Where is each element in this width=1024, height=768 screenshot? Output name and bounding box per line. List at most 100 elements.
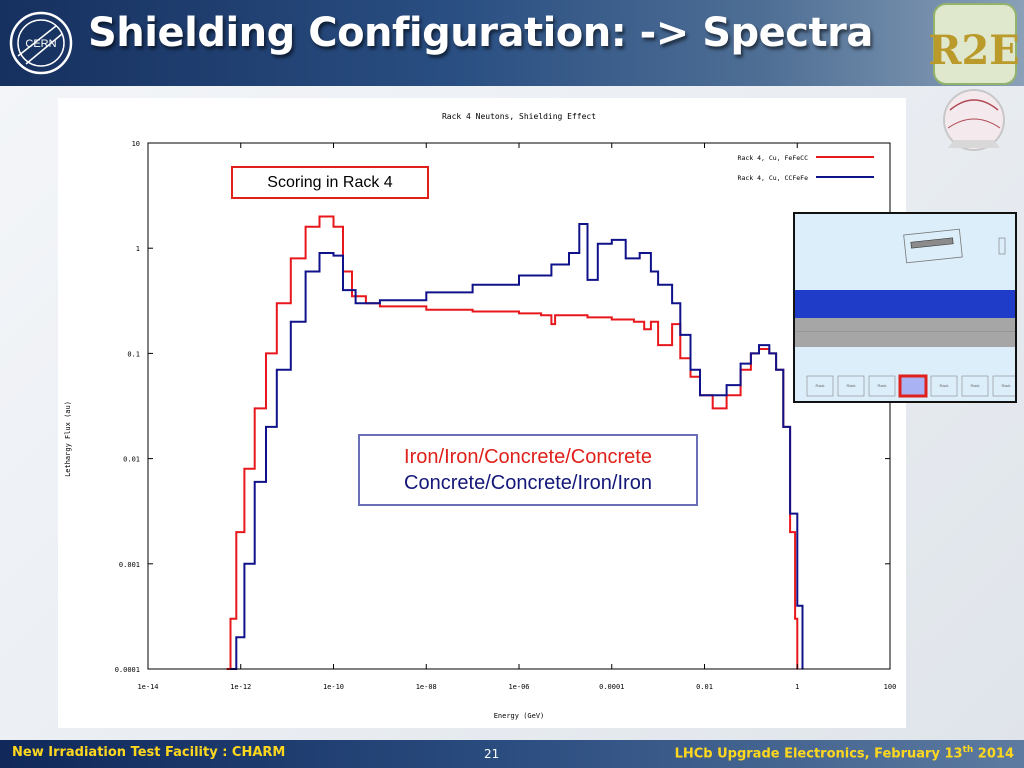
series-point: [610, 239, 613, 241]
y-tick-label: 0.1: [127, 350, 140, 358]
rack-box: [992, 375, 1015, 397]
series-point: [657, 344, 659, 346]
series-point: [586, 316, 589, 319]
series-point: [711, 407, 714, 410]
rack-label: Rack: [939, 383, 948, 388]
series-point: [650, 320, 652, 323]
grey-shield-band-1: [795, 318, 1015, 332]
footer-right-suffix: 2014: [973, 746, 1014, 762]
series-point: [699, 394, 701, 397]
series-point: [578, 223, 581, 225]
series-point: [425, 291, 428, 294]
series-point: [518, 274, 520, 277]
series-point: [253, 407, 256, 410]
series-point: [638, 252, 641, 254]
series-point: [775, 368, 777, 371]
plot-frame: [147, 142, 891, 670]
rack-row: Rack Rack Rack Rack Rack Rack: [806, 374, 1015, 398]
series-point: [265, 426, 267, 428]
series-point: [758, 344, 760, 346]
series-point: [650, 270, 652, 273]
slide-title: Shielding Configuration: -> Spectra: [88, 10, 873, 56]
chart-legend: Rack 4, Cu, FeFeCC Rack 4, Cu, CCFeFe: [738, 154, 874, 182]
geometry-inset: Rack Rack Rack Rack Rack Rack: [793, 212, 1017, 403]
series-point: [796, 604, 799, 607]
rack-label: Rack: [877, 383, 886, 388]
rack-label: Rack: [970, 383, 979, 388]
geometry-diagram: Rack Rack Rack Rack Rack Rack: [795, 214, 1015, 401]
series-point: [332, 225, 335, 228]
y-tick-label: 0.0001: [115, 666, 140, 674]
series-point: [304, 270, 307, 273]
series-point: [289, 257, 292, 260]
rack-box: [930, 375, 958, 397]
y-axis-label: Lethargy Flux (au): [64, 401, 72, 477]
grey-shield-band-2: [795, 332, 1015, 347]
scoring-callout: Scoring in Rack 4: [231, 166, 429, 199]
x-tick-label: 1e-12: [230, 683, 251, 691]
series-point: [471, 310, 474, 313]
series-point: [332, 254, 335, 257]
series-point: [586, 279, 589, 281]
x-tick-label: 100: [884, 683, 897, 691]
series-point: [768, 352, 771, 355]
footer-right-text: LHCb Upgrade Electronics, February 13th …: [675, 745, 1014, 761]
x-tick-label: 0.0001: [599, 683, 624, 691]
x-tick-label: 1e-08: [416, 683, 437, 691]
target-block: [910, 237, 954, 249]
x-axis-label: Energy (GeV): [494, 712, 545, 720]
r2e-logo-text: R2E: [930, 27, 1018, 74]
series-point: [243, 467, 246, 470]
series-point: [351, 295, 353, 297]
rack-label: Rack: [815, 383, 824, 388]
series-point: [518, 312, 520, 315]
small-object: [998, 237, 1006, 255]
rack-label: Rack: [1001, 383, 1010, 388]
config-blue-label: Concrete/Concrete/Iron/Iron: [404, 472, 652, 494]
series-point: [243, 563, 246, 565]
y-tick-label: 0.01: [123, 456, 140, 464]
x-tick-label: 1e-10: [323, 683, 344, 691]
x-tick-label: 1e-06: [508, 683, 529, 691]
chart-title: Rack 4 Neutons, Shielding Effect: [442, 112, 596, 121]
series-point: [711, 394, 714, 397]
series-point: [679, 334, 682, 336]
series-point: [229, 618, 232, 620]
x-tick-label: 0.01: [696, 683, 713, 691]
series-point: [379, 299, 381, 302]
series-point: [643, 328, 645, 330]
series-point: [689, 375, 692, 378]
series-point: [540, 314, 542, 317]
series-point: [657, 283, 659, 286]
footer-left-text: New Irradiation Test Facility : CHARM: [12, 745, 286, 760]
series-point: [689, 368, 692, 371]
configuration-callout: Iron/Iron/Concrete/Concrete Concrete/Con…: [358, 434, 698, 506]
rack-box: [837, 375, 865, 397]
spectrum-chart: Rack 4 Neutons, Shielding Effect 1e-14 1e…: [64, 112, 897, 720]
series-point: [671, 323, 673, 325]
footer-right-sup: th: [962, 745, 974, 755]
series-point: [568, 252, 570, 254]
series-point: [739, 362, 742, 365]
series-point: [276, 302, 278, 305]
series-point: [342, 289, 344, 291]
magnet-outline: [903, 228, 963, 264]
series-point: [725, 384, 728, 386]
series-point: [679, 357, 682, 360]
series-point: [550, 263, 553, 266]
y-tick-label: 0.001: [119, 561, 140, 569]
series-point: [554, 314, 556, 317]
config-red-label: Iron/Iron/Concrete/Concrete: [404, 446, 652, 468]
series-point: [782, 426, 785, 428]
series-point: [794, 618, 796, 620]
legend-label: Rack 4, Cu, CCFeFe: [738, 174, 809, 182]
series-point: [624, 257, 627, 260]
series-point: [265, 352, 267, 355]
series-point: [235, 636, 238, 639]
series-point: [354, 302, 357, 305]
rack-4-highlight: [898, 374, 928, 398]
series-point: [289, 320, 292, 323]
series-point: [276, 368, 278, 371]
series-point: [471, 283, 474, 286]
slide-footer: New Irradiation Test Facility : CHARM 21…: [0, 740, 1024, 768]
